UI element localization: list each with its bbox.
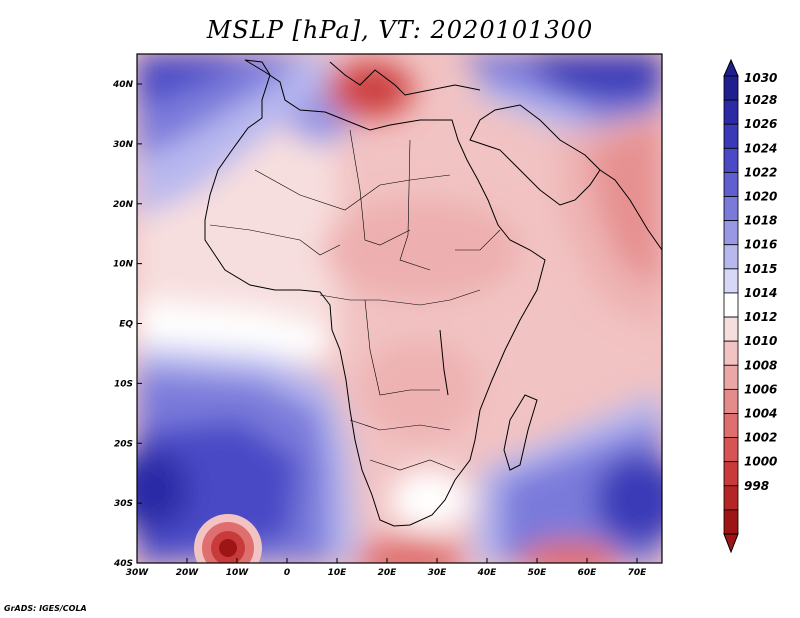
colorbar: 1030 1028 1026 1024 1022 1020 1018 1016 1015 1014…	[723, 58, 777, 554]
colorbar-swatch	[723, 413, 739, 438]
colorbar-swatch	[723, 75, 739, 101]
colorbar-level-label: 1024	[744, 141, 777, 155]
colorbar-swatch	[723, 268, 739, 294]
colorbar-swatch	[723, 147, 739, 173]
coastlines	[204, 59, 662, 527]
colorbar-level-label: 998	[744, 479, 769, 493]
colorbar-swatch	[723, 244, 739, 270]
colorbar-level-label: 1002	[744, 431, 777, 445]
lon-tick-label: 40E	[477, 568, 498, 578]
colorbar-level-label: 1010	[744, 334, 777, 348]
colorbar-swatch	[723, 388, 739, 414]
colorbar-level-label: 1015	[744, 262, 777, 276]
colorbar-swatch	[723, 220, 739, 246]
colorbar-bottom-arrow	[723, 533, 739, 554]
colorbar-swatch	[723, 461, 739, 487]
colorbar-level-label: 1008	[744, 358, 777, 372]
colorbar-swatch	[723, 316, 739, 342]
lon-tick-label: 20E	[378, 568, 398, 578]
lon-tick-label: 50E	[528, 568, 548, 578]
colorbar-swatch	[723, 123, 739, 149]
plot-frame	[136, 53, 663, 564]
lat-tick-label: 30S	[114, 499, 133, 509]
colorbar-level-label: 1020	[744, 190, 777, 204]
colorbar-swatch	[723, 509, 739, 535]
colorbar-swatch	[723, 99, 739, 125]
pressure-field	[137, 54, 662, 563]
lon-tick-label: 20W	[176, 568, 200, 578]
colorbar-top-arrow	[723, 58, 739, 77]
colorbar-level-label: 1022	[744, 165, 777, 179]
footer-credit: GrADS: IGES/COLA	[4, 604, 87, 613]
lon-tick-label: 10W	[226, 568, 250, 578]
lon-tick-label: 30W	[126, 568, 150, 578]
colorbar-swatch	[723, 196, 739, 222]
lon-tick-label: 30E	[428, 568, 448, 578]
lat-tick-label: 30N	[113, 140, 134, 150]
lat-tick-label: EQ	[119, 320, 133, 330]
latitude-axis: 40N 30N 20N 10N EQ 10S 20S 30S 40S	[112, 80, 142, 569]
lat-tick-label: 20N	[113, 200, 134, 210]
colorbar-swatch	[723, 292, 739, 318]
colorbar-level-label: 1006	[744, 382, 777, 396]
colorbar-level-label: 1004	[744, 406, 777, 420]
lat-tick-label: 20S	[114, 439, 133, 449]
colorbar-level-label: 1018	[744, 214, 777, 228]
map-title: MSLP [hPa], VT: 2020101300	[206, 16, 594, 44]
lon-tick-label: 70E	[628, 568, 648, 578]
colorbar-swatch	[723, 340, 739, 366]
colorbar-level-label: 1014	[744, 286, 777, 300]
colorbar-swatch	[723, 172, 739, 197]
colorbar-level-label: 1000	[744, 455, 777, 469]
lat-tick-label: 10S	[114, 379, 133, 389]
country-borders	[209, 129, 501, 471]
colorbar-level-label: 1030	[744, 71, 777, 85]
lat-tick-label: 40S	[113, 559, 133, 569]
lat-tick-label: 10N	[113, 260, 134, 270]
lat-tick-label: 40N	[112, 80, 134, 90]
colorbar-swatch	[723, 364, 739, 390]
longitude-axis: 30W 20W 10W 0 10E 20E 30E 40E 50E 60E 70E	[126, 558, 647, 578]
colorbar-swatch	[723, 437, 739, 463]
colorbar-level-label: 1026	[744, 117, 777, 131]
lon-tick-label: 60E	[578, 568, 598, 578]
colorbar-level-label: 1028	[744, 93, 777, 107]
colorbar-level-label: 1016	[744, 238, 777, 252]
lon-tick-label: 10E	[328, 568, 348, 578]
lon-tick-label: 0	[284, 568, 290, 578]
colorbar-level-label: 1012	[744, 310, 777, 324]
colorbar-swatch	[723, 485, 739, 511]
